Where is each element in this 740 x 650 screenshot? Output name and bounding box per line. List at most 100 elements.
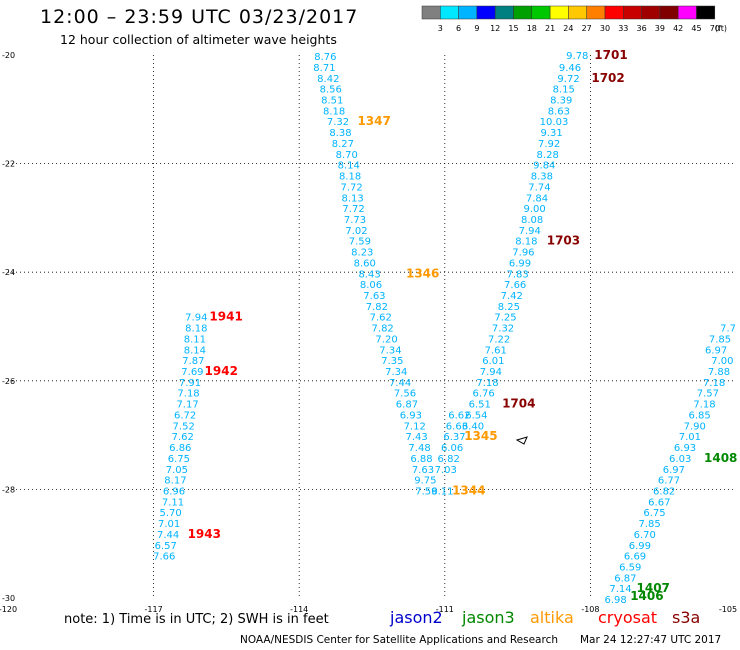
- y-tick-label: -24: [2, 268, 15, 277]
- colorbar-swatch: [494, 5, 514, 20]
- x-tick-label: -108: [581, 605, 599, 614]
- colorbar-tick: 27: [582, 24, 592, 33]
- wave-value: 6.85: [688, 410, 710, 421]
- wave-value: 7.48: [408, 443, 430, 454]
- wave-value: 7.91: [179, 378, 201, 389]
- wave-value: 6.54: [465, 410, 487, 421]
- wave-value: 7.88: [708, 367, 730, 378]
- wave-value: 8.63: [548, 106, 570, 117]
- wave-value: 8.14: [338, 161, 360, 172]
- wave-value: 7.66: [153, 552, 175, 563]
- wave-value: 8.70: [336, 150, 358, 161]
- wave-value: 8.13: [341, 193, 363, 204]
- colorbar-swatch: [549, 5, 569, 20]
- colorbar-tick: 70: [710, 24, 720, 33]
- wave-value: 7.63: [363, 291, 385, 302]
- wave-values: 7.948.188.118.147.877.697.917.187.176.72…: [153, 51, 736, 606]
- pass-label: 1701: [594, 48, 627, 62]
- wave-value: 7.34: [385, 367, 407, 378]
- wave-value: 7.59: [349, 237, 371, 248]
- pass-label: 1942: [205, 364, 238, 378]
- wave-value: 6.98: [605, 595, 627, 606]
- wave-value: 7.43: [406, 432, 428, 443]
- wave-value: 6.96: [163, 486, 185, 497]
- colorbar-tick: 45: [691, 24, 701, 33]
- wave-value: 8.14: [184, 345, 206, 356]
- legend-s3a: s3a: [672, 608, 701, 627]
- wave-value: 8.08: [521, 215, 543, 226]
- wave-value: 8.06: [360, 280, 382, 291]
- pass-label: 1347: [357, 114, 390, 128]
- colorbar-tick: 15: [508, 24, 518, 33]
- wave-value: 8.56: [320, 85, 342, 96]
- pass-label: 1346: [406, 266, 439, 280]
- wave-value: 6.99: [509, 258, 531, 269]
- wave-value: 7.62: [172, 432, 194, 443]
- pass-label: 1408: [704, 451, 737, 465]
- wave-value: 7.83: [506, 269, 528, 280]
- wave-value: 9.78: [566, 51, 588, 62]
- colorbar-tick: 6: [456, 24, 461, 33]
- colorbar-swatch: [513, 5, 533, 20]
- pass-labels: 1941 1942 1943 1347 1346 1345 1344 1701 1702 1703…: [188, 48, 738, 603]
- wave-value: 7.35: [381, 356, 403, 367]
- wave-value: 7.14: [609, 584, 631, 595]
- wave-value: 8.51: [321, 96, 343, 107]
- pass-label: 1407: [637, 581, 670, 595]
- x-tick-label: -117: [145, 605, 163, 614]
- wave-value: 7.01: [158, 519, 180, 530]
- wave-value: 5.70: [159, 508, 181, 519]
- wave-value: 7.18: [693, 400, 715, 411]
- colorbar-tick: 36: [637, 24, 647, 33]
- wave-value: 7.84: [526, 193, 548, 204]
- wave-value: 7.73: [344, 215, 366, 226]
- wave-value: 6.82: [438, 454, 460, 465]
- y-tick-label: -22: [2, 160, 15, 169]
- wave-value: 6.57: [155, 541, 177, 552]
- wave-value: 6.40: [462, 421, 484, 432]
- wave-value: 8.28: [537, 150, 559, 161]
- wave-value: 7.02: [345, 226, 367, 237]
- wave-value: 7.57: [697, 389, 719, 400]
- wave-value: 7.61: [485, 345, 507, 356]
- pass-label: 1344: [452, 483, 485, 497]
- wave-value: 7.92: [538, 139, 560, 150]
- wave-value: 6.59: [619, 563, 641, 574]
- wave-value: 7.05: [166, 465, 188, 476]
- wave-value: 7.11: [162, 497, 184, 508]
- colorbar-swatch: [458, 5, 478, 20]
- y-tick-label: -28: [2, 485, 15, 494]
- y-tick-label: -30: [2, 594, 15, 603]
- colorbar-swatch: [677, 5, 697, 20]
- pass-label: 1345: [464, 429, 497, 443]
- colorbar-swatch: [586, 5, 606, 20]
- wave-value: 9.00: [523, 204, 545, 215]
- wave-value: 6.06: [441, 443, 463, 454]
- colorbar-tick: 18: [527, 24, 537, 33]
- wave-value: 9.72: [557, 74, 579, 85]
- colorbar-swatch: [421, 5, 441, 20]
- wave-value: 7.85: [638, 519, 660, 530]
- y-tick-label: -26: [2, 377, 15, 386]
- wave-value: 7.42: [501, 291, 523, 302]
- legend-cryosat: cryosat: [598, 608, 658, 627]
- legend-jason3: jason3: [462, 608, 515, 627]
- location-marker-icon: [515, 436, 528, 445]
- wave-value: 6.76: [472, 389, 494, 400]
- wave-value: 8.76: [314, 52, 336, 63]
- wave-value: 7.03: [435, 465, 457, 476]
- wave-value: 8.18: [515, 237, 537, 248]
- wave-value: 6.88: [410, 454, 432, 465]
- colorbar-swatch: [476, 5, 496, 20]
- wave-value: 7.12: [404, 421, 426, 432]
- wave-value: 6.99: [629, 541, 651, 552]
- wave-value: 6.69: [624, 552, 646, 563]
- wave-value: 7.32: [492, 324, 514, 335]
- wave-value: 8.60: [354, 258, 376, 269]
- colorbar-swatch: [696, 5, 716, 20]
- legend-altika: altika: [530, 608, 574, 627]
- wave-value: 7.62: [370, 313, 392, 324]
- wave-value: 7.00: [711, 356, 733, 367]
- wave-value: 7.85: [709, 334, 731, 345]
